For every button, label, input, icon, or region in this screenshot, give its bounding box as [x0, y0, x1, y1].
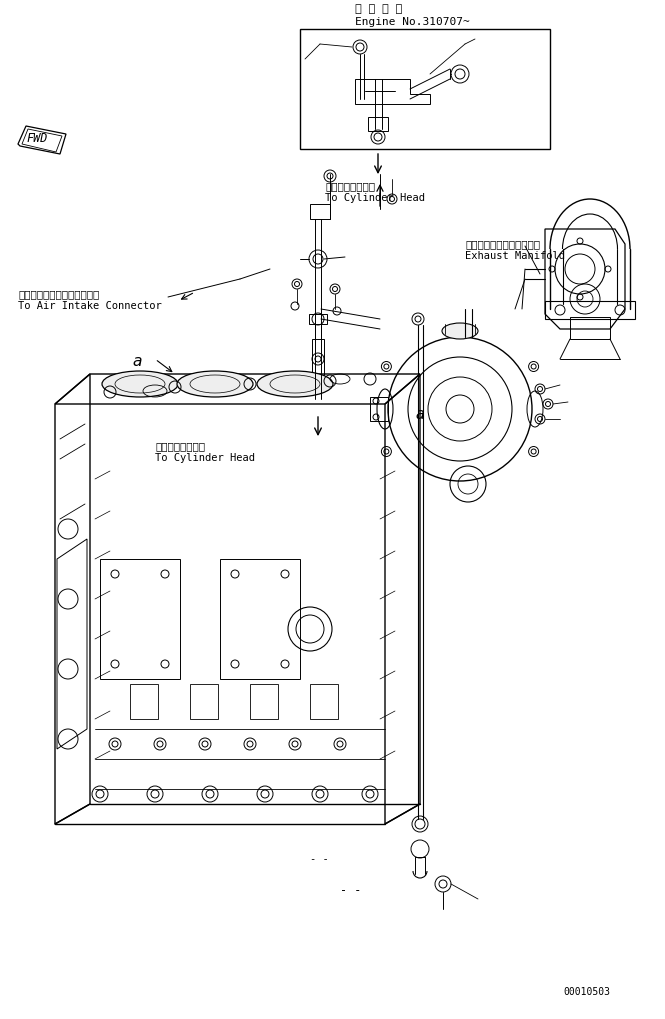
Ellipse shape	[257, 371, 333, 397]
Ellipse shape	[177, 371, 253, 397]
Text: a: a	[132, 354, 142, 369]
Bar	[190, 684, 218, 719]
Bar	[250, 684, 278, 719]
Bar	[309, 314, 327, 324]
Text: To Cylinder Head: To Cylinder Head	[325, 193, 425, 203]
Text: エキゾーストマニホールド: エキゾーストマニホールド	[465, 239, 540, 249]
Text: Exhaust Manifold: Exhaust Manifold	[465, 251, 565, 261]
Bar	[312, 339, 324, 379]
Text: シリンダヘッドへ: シリンダヘッドへ	[155, 441, 205, 451]
Bar	[370, 397, 388, 421]
Bar	[220, 559, 300, 679]
Bar	[368, 117, 388, 131]
Bar	[300, 29, 550, 149]
Bar	[100, 559, 180, 679]
Bar	[545, 301, 635, 319]
Text: 00010503: 00010503	[563, 987, 610, 997]
Bar	[310, 684, 338, 719]
Text: - -: - -	[310, 854, 329, 864]
Text: a: a	[415, 407, 424, 422]
Text: - -: - -	[340, 884, 361, 897]
Bar	[310, 204, 330, 219]
Text: FWD: FWD	[26, 132, 47, 145]
Ellipse shape	[102, 371, 178, 397]
Bar	[130, 684, 158, 719]
Bar	[570, 317, 610, 339]
Text: シリンダヘッドへ: シリンダヘッドへ	[325, 181, 375, 191]
Text: 適 用 号 機: 適 用 号 機	[355, 4, 402, 14]
Ellipse shape	[442, 323, 478, 339]
Text: Engine No.310707~: Engine No.310707~	[355, 17, 469, 26]
Text: To Cylinder Head: To Cylinder Head	[155, 453, 255, 463]
Text: To Air Intake Connector: To Air Intake Connector	[18, 301, 162, 311]
Text: エアーインタークコネクタへ: エアーインタークコネクタへ	[18, 289, 99, 299]
